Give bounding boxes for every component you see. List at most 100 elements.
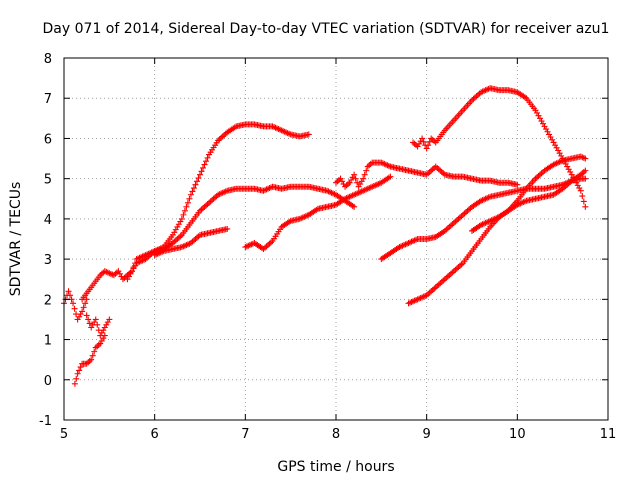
series-arc-b	[83, 312, 113, 339]
data-point	[209, 197, 216, 204]
data-point	[101, 324, 108, 331]
data-point	[261, 244, 268, 251]
data-point	[582, 155, 589, 162]
data-point	[413, 142, 420, 149]
data-point	[200, 164, 207, 171]
data-point	[473, 93, 480, 100]
data-point	[348, 177, 355, 184]
data-point	[86, 320, 93, 327]
data-point	[207, 198, 214, 205]
data-point	[579, 193, 586, 200]
data-point	[434, 164, 441, 171]
data-point	[440, 277, 447, 284]
data-point	[580, 198, 587, 205]
data-point	[351, 203, 358, 210]
data-point	[423, 145, 430, 152]
data-point	[177, 218, 184, 225]
data-point	[76, 367, 83, 374]
data-points	[61, 85, 589, 387]
data-point	[193, 234, 200, 241]
data-point	[221, 132, 228, 139]
data-point	[564, 163, 571, 170]
data-point	[438, 168, 445, 175]
data-point	[88, 324, 95, 331]
data-point	[558, 152, 565, 159]
data-point	[357, 181, 364, 188]
data-point	[582, 167, 589, 174]
data-point	[189, 188, 196, 195]
data-point	[452, 266, 459, 273]
data-point	[71, 305, 78, 312]
series-arc-e	[124, 121, 312, 283]
data-point	[456, 214, 463, 221]
data-point	[95, 341, 102, 348]
y-tick-label: 0	[44, 374, 52, 389]
x-tick-label: 11	[600, 427, 617, 442]
data-point	[186, 195, 193, 202]
data-point	[175, 234, 182, 241]
data-point	[582, 175, 589, 182]
series-arc-i	[410, 85, 589, 210]
series-arc-k	[405, 167, 589, 307]
data-point	[565, 166, 572, 173]
data-point	[336, 177, 343, 184]
data-point	[83, 312, 90, 319]
y-tick-label: -1	[39, 414, 52, 429]
data-point	[447, 222, 454, 229]
data-point	[91, 348, 98, 355]
data-point	[577, 187, 584, 194]
data-point	[420, 138, 427, 145]
data-point	[425, 170, 432, 177]
data-point	[533, 109, 540, 116]
data-point	[85, 316, 92, 323]
data-point	[193, 178, 200, 185]
grid	[64, 58, 608, 420]
data-point	[121, 274, 128, 281]
x-tick-label: 9	[423, 427, 431, 442]
data-point	[177, 233, 184, 240]
data-point	[127, 270, 134, 277]
data-point	[450, 219, 457, 226]
data-point	[195, 174, 202, 181]
y-tick-label: 1	[44, 334, 52, 349]
data-point	[582, 203, 589, 210]
data-point	[74, 370, 81, 377]
chart-title: Day 071 of 2014, Sidereal Day-to-day VTE…	[43, 21, 610, 37]
x-tick-label: 8	[332, 427, 340, 442]
data-point	[461, 210, 468, 217]
data-point	[537, 115, 543, 122]
data-point	[366, 162, 373, 169]
data-point	[475, 91, 482, 98]
data-point	[535, 172, 542, 179]
data-point	[218, 134, 225, 141]
data-point	[444, 273, 451, 280]
data-point	[190, 237, 197, 244]
series-arc-f	[151, 225, 231, 259]
data-point	[77, 311, 84, 318]
data-point	[417, 138, 424, 145]
data-point	[77, 364, 84, 371]
data-point	[204, 201, 211, 208]
data-point	[364, 163, 371, 170]
data-point	[555, 147, 562, 154]
data-point	[88, 356, 95, 363]
data-point	[446, 272, 453, 279]
data-point	[184, 199, 191, 206]
x-tick-label: 6	[151, 427, 159, 442]
data-point	[453, 217, 460, 224]
x-tick-label: 5	[60, 427, 68, 442]
data-point	[198, 168, 205, 175]
data-point	[178, 215, 185, 222]
data-point	[192, 236, 199, 242]
data-point	[432, 163, 439, 170]
y-tick-label: 4	[44, 213, 52, 228]
data-point	[171, 229, 178, 236]
data-point	[458, 261, 465, 268]
data-point	[568, 171, 575, 178]
series-arc-a	[61, 288, 90, 323]
data-point	[80, 304, 87, 311]
data-point	[268, 239, 275, 246]
data-point	[358, 178, 365, 185]
x-axis-label: GPS time / hours	[277, 459, 394, 475]
data-point	[190, 185, 197, 192]
